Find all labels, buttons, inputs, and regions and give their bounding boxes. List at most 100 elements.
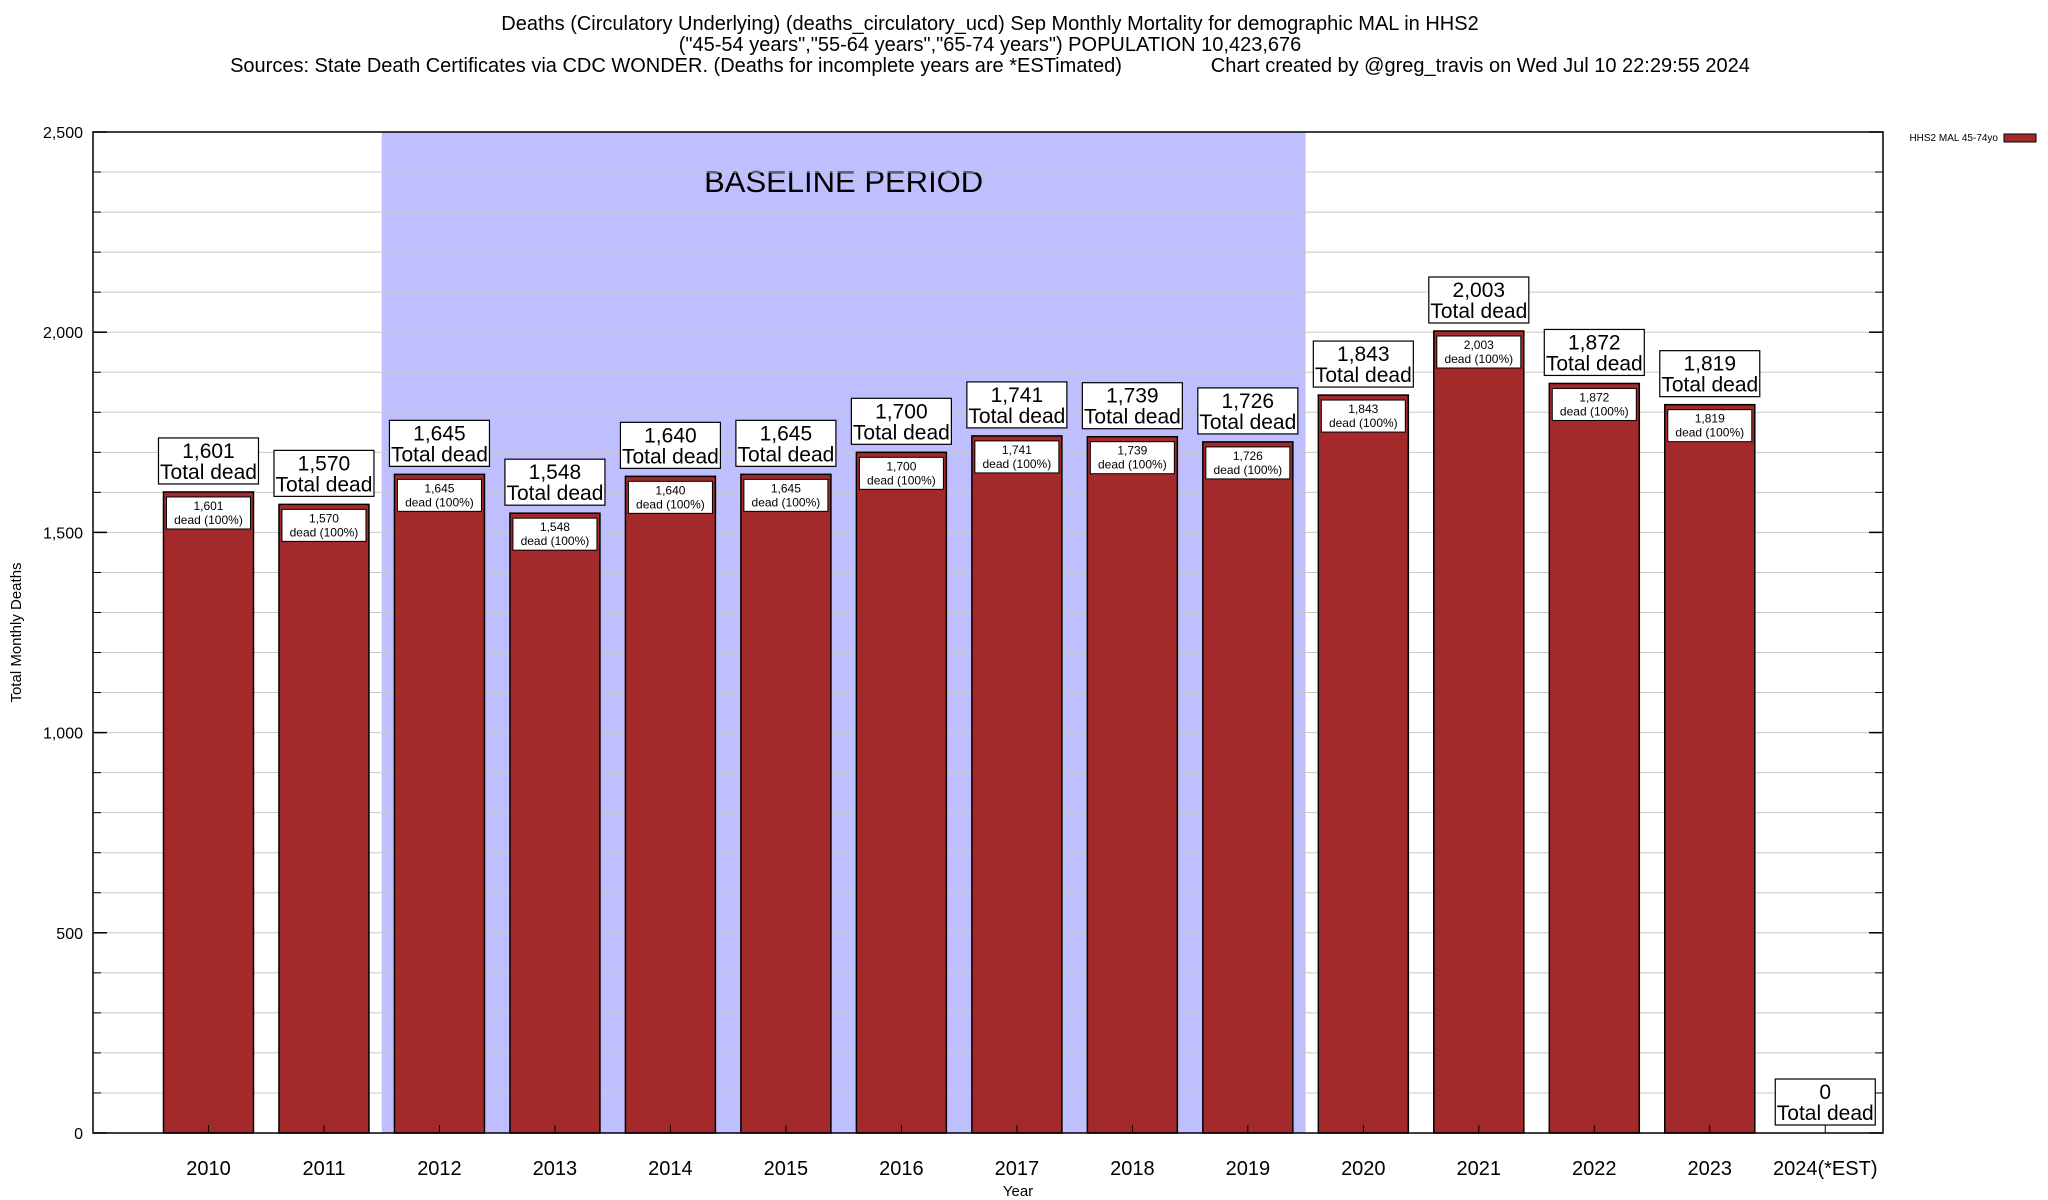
legend: HHS2 MAL 45-74yo (1909, 133, 2037, 144)
total-label-value: 1,726 (1222, 390, 1275, 413)
total-label-caption: Total dead (622, 445, 719, 468)
total-label-caption: Total dead (276, 473, 373, 496)
legend-label: HHS2 MAL 45-74yo (1909, 133, 1998, 144)
baseline-period-label: BASELINE PERIOD (704, 164, 983, 199)
inner-label-box (1436, 335, 1522, 369)
inner-label-caption: dead (100%) (521, 534, 590, 548)
total-label-value: 1,601 (182, 440, 235, 463)
total-label-value: 1,700 (875, 400, 928, 423)
x-tick-label: 2022 (1572, 1158, 1617, 1180)
x-tick-label: 2011 (302, 1158, 345, 1180)
y-tick-label: 2,000 (43, 325, 83, 342)
inner-label-value: 1,645 (771, 481, 801, 495)
total-label-caption: Total dead (506, 482, 603, 505)
total-label-box (735, 419, 837, 467)
inner-label-value: 1,819 (1695, 412, 1725, 426)
inner-label-caption: dead (100%) (752, 495, 821, 509)
total-label-value: 1,640 (644, 424, 697, 447)
total-label-caption: Total dead (1546, 352, 1643, 375)
plot-frame (92, 131, 1884, 1134)
total-label-value: 1,645 (760, 422, 813, 445)
total-label-box (1197, 387, 1299, 435)
inner-label-caption: dead (100%) (1444, 352, 1513, 366)
total-label-value: 1,548 (529, 461, 582, 484)
bar-2017 (971, 435, 1063, 1134)
bar-2020 (1317, 394, 1410, 1134)
bar-2011 (278, 503, 370, 1134)
bar-2010 (162, 491, 255, 1134)
total-label-box (1774, 1078, 1876, 1126)
total-label-box (1543, 328, 1645, 377)
chart-title-block: Deaths (Circulatory Underlying) (deaths_… (0, 14, 1980, 77)
total-label-value: 1,819 (1683, 353, 1736, 376)
bar-2013 (509, 512, 601, 1134)
y-tick-label: 1,500 (43, 525, 83, 542)
legend-swatch (2003, 133, 2037, 143)
inner-label-box (1667, 409, 1753, 443)
inner-label-box (1551, 387, 1637, 421)
total-label-caption: Total dead (1777, 1102, 1874, 1125)
inner-label-caption: dead (100%) (636, 497, 705, 511)
inner-label-value: 1,700 (886, 459, 916, 473)
x-tick-label: 2020 (1341, 1158, 1386, 1180)
inner-label-caption: dead (100%) (405, 495, 474, 509)
total-label-value: 1,741 (991, 384, 1044, 407)
total-label-box (966, 381, 1068, 429)
total-label-box (273, 449, 375, 497)
x-axis-label: Year (1003, 1183, 1033, 1200)
x-tick-label: 2023 (1688, 1158, 1733, 1180)
inner-label-value: 1,570 (309, 511, 339, 525)
chart-subtitle: ("45-54 years","55-64 years","65-74 year… (678, 34, 1302, 56)
total-label-box (388, 419, 491, 467)
inner-label-value: 2,003 (1464, 338, 1494, 352)
total-label-value: 1,739 (1106, 385, 1159, 408)
inner-label-value: 1,645 (424, 481, 454, 495)
x-tick-label: 2021 (1457, 1158, 1502, 1180)
y-tick-label: 2,500 (43, 125, 83, 142)
inner-label-caption: dead (100%) (1213, 463, 1282, 477)
inner-label-value: 1,872 (1579, 390, 1609, 404)
inner-label-box (1320, 399, 1406, 433)
total-label-value: 1,843 (1337, 343, 1390, 366)
total-label-box (157, 437, 260, 485)
total-label-box (1312, 340, 1414, 388)
bar-2015 (740, 473, 832, 1134)
inner-label-box (858, 456, 944, 490)
total-label-caption: Total dead (391, 443, 488, 466)
chart-sources: Sources: State Death Certificates via CD… (230, 55, 1750, 77)
x-tick-label: 2013 (533, 1158, 578, 1180)
inner-label-caption: dead (100%) (174, 513, 243, 527)
total-label-caption: Total dead (1430, 300, 1527, 323)
inner-label-box (512, 517, 598, 551)
total-label-box (619, 421, 722, 469)
inner-label-caption: dead (100%) (290, 525, 359, 539)
total-label-box (1081, 382, 1183, 430)
x-tick-label: 2017 (995, 1158, 1040, 1180)
total-label-caption: Total dead (853, 421, 950, 444)
inner-label-value: 1,726 (1233, 449, 1263, 463)
total-label-caption: Total dead (1315, 364, 1412, 387)
inner-label-caption: dead (100%) (1329, 416, 1398, 430)
total-label-box (850, 397, 952, 445)
inner-label-box (1205, 446, 1291, 480)
inner-label-value: 1,640 (655, 483, 685, 497)
total-label-caption: Total dead (737, 443, 834, 466)
bar-2012 (393, 473, 486, 1134)
total-label-box (1659, 350, 1761, 398)
total-label-caption: Total dead (1084, 406, 1181, 429)
inner-label-caption: dead (100%) (1675, 426, 1744, 440)
y-axis-label: Total Monthly Deaths (8, 562, 25, 702)
inner-label-box (1089, 441, 1175, 475)
total-label-box (504, 458, 606, 506)
total-label-caption: Total dead (1199, 411, 1296, 434)
total-label-caption: Total dead (1661, 374, 1758, 397)
x-tick-label: 2019 (1226, 1158, 1271, 1180)
total-label-value: 1,645 (413, 422, 466, 445)
total-label-value: 1,872 (1568, 331, 1621, 354)
axes: 2010 2011 2012 2013 2014 2015 2016 2017 2018 2019… (8, 125, 1884, 1200)
y-tick-label: 0 (74, 1126, 83, 1143)
x-tick-label: 2015 (764, 1158, 809, 1180)
inner-label-value: 1,601 (193, 499, 223, 513)
x-tick-label: 2016 (879, 1158, 924, 1180)
